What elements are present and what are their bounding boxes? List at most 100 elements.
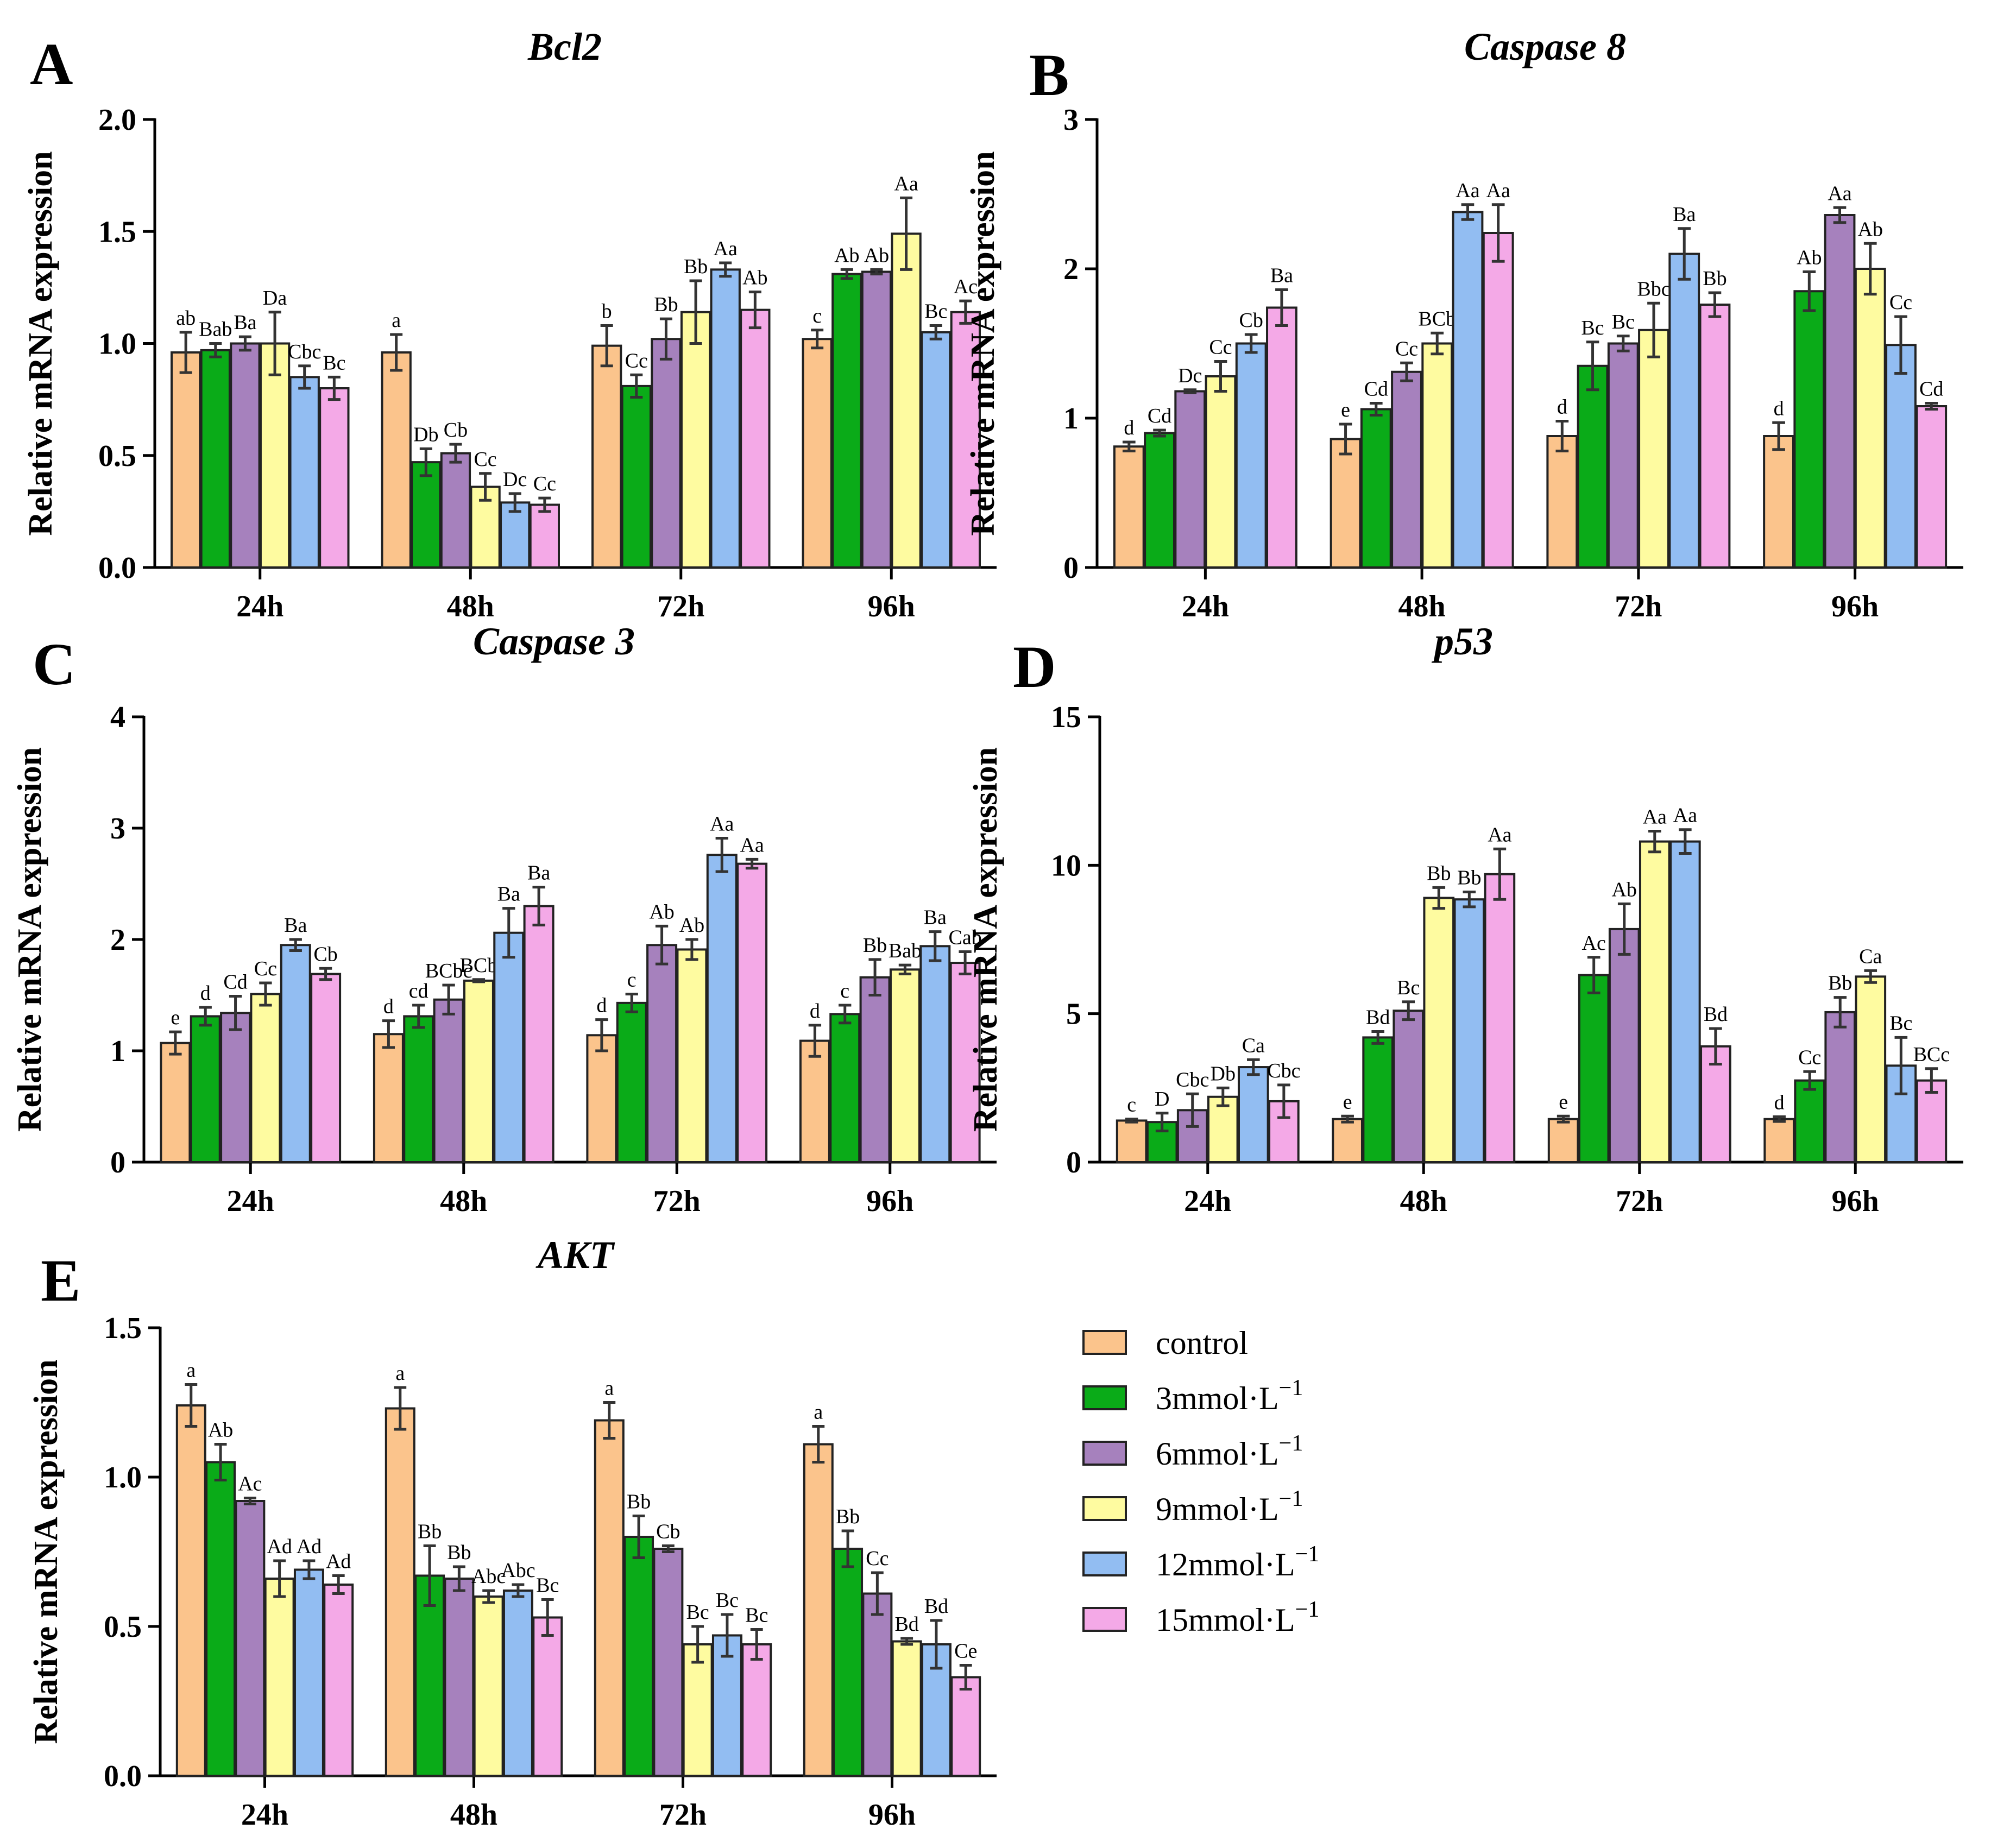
error-bar: [327, 375, 341, 401]
bar: [414, 1574, 445, 1777]
significance-label: Bb: [863, 934, 887, 957]
significance-label: Bb: [836, 1505, 860, 1528]
significance-label: b: [602, 300, 612, 323]
error-bar: [689, 279, 702, 345]
bar: [403, 1015, 434, 1163]
significance-label: Ab: [742, 267, 767, 289]
bar: [411, 461, 442, 569]
legend-label-superscript: −1: [1279, 1376, 1303, 1401]
y-tick-label: 3: [110, 812, 125, 846]
significance-label: a: [395, 1362, 405, 1385]
significance-label: Da: [263, 287, 287, 310]
error-bar: [959, 1664, 972, 1691]
bar: [433, 998, 464, 1163]
bar: [319, 387, 350, 569]
error-bar: [209, 342, 222, 358]
error-bar: [812, 1425, 825, 1464]
error-bar: [502, 907, 515, 959]
error-bar: [1557, 1114, 1570, 1124]
legend-item: 12mmol·L−1: [1082, 1542, 1319, 1582]
error-bar: [1402, 1000, 1415, 1021]
significance-label: e: [171, 1006, 180, 1029]
error-bar: [748, 291, 761, 330]
bar: [833, 1548, 864, 1777]
y-axis-label: Relative mRNA expression: [967, 747, 1004, 1132]
error-bar: [959, 299, 972, 325]
error-bar: [1463, 891, 1476, 909]
error-bar: [691, 1625, 704, 1664]
chart-title: Bcl2: [527, 25, 602, 68]
significance-label: e: [1343, 1090, 1352, 1113]
y-tick-label: 1.5: [98, 215, 136, 249]
error-bar: [482, 1589, 495, 1604]
significance-label: Bd: [1704, 1003, 1728, 1026]
bar: [646, 944, 678, 1163]
y-tick-label: 0.0: [98, 551, 136, 585]
x-tick-label: 96h: [866, 1184, 913, 1218]
legend-swatch: [1082, 1496, 1127, 1521]
bar: [190, 1015, 221, 1163]
significance-label: Abc: [501, 1559, 535, 1582]
legend-label: control: [1156, 1325, 1248, 1361]
bar: [175, 1404, 206, 1777]
error-bar: [179, 331, 192, 374]
error-bar: [625, 992, 638, 1013]
significance-label: Bb: [418, 1521, 442, 1543]
x-tick-label: 48h: [1398, 590, 1446, 623]
error-bar: [750, 1628, 763, 1661]
significance-label: Bb: [654, 293, 678, 316]
significance-label: Ab: [649, 900, 674, 923]
bar: [463, 979, 494, 1163]
error-bar: [199, 1006, 212, 1027]
bar: [1669, 840, 1701, 1163]
bar: [1546, 435, 1578, 569]
significance-label: Ac: [1582, 932, 1606, 955]
error-bar: [715, 836, 728, 873]
error-bar: [508, 492, 521, 513]
bar: [802, 338, 833, 569]
significance-label: Bc: [323, 351, 345, 374]
significance-label: Ad: [267, 1535, 292, 1558]
bar: [1207, 1095, 1239, 1163]
chart-panel-a: A Bcl2 Relative mRNA expression 0.0 0.5 1.0 1.…: [22, 25, 997, 623]
x-tick-label: 48h: [450, 1798, 497, 1832]
error-bar: [1709, 1027, 1722, 1066]
error-bar: [870, 268, 883, 276]
bar: [1824, 1011, 1856, 1164]
significance-label: Bbc: [1637, 277, 1670, 300]
error-bar: [541, 1598, 554, 1637]
bar: [532, 1616, 563, 1777]
bar: [891, 1640, 922, 1777]
bar: [1482, 232, 1514, 569]
error-bar: [1491, 203, 1505, 263]
error-bar: [1773, 1115, 1786, 1123]
significance-label: a: [186, 1359, 196, 1382]
significance-label: Bb: [1703, 267, 1727, 290]
panel-letter: D: [1013, 634, 1056, 700]
bar: [205, 1461, 236, 1777]
significance-label: Cd: [223, 971, 247, 994]
error-bar: [959, 950, 972, 976]
bar: [736, 862, 768, 1163]
bar: [250, 993, 281, 1163]
significance-label: Ba: [924, 906, 947, 929]
error-bar: [929, 930, 942, 962]
significance-label: c: [840, 980, 849, 1002]
significance-label: Bd: [1366, 1006, 1390, 1029]
significance-label: Ba: [234, 311, 256, 334]
significance-label: Bc: [1581, 317, 1604, 339]
x-tick-label: 48h: [1400, 1184, 1447, 1218]
significance-label: Cb: [1239, 309, 1263, 332]
legend-item: 3mmol·L−1: [1082, 1376, 1303, 1416]
chart-title: Caspase 8: [1464, 25, 1626, 68]
y-tick-label: 0: [1066, 1146, 1081, 1180]
significance-label: d: [383, 995, 394, 1018]
y-tick-label: 3: [1063, 103, 1079, 137]
error-bar: [868, 958, 881, 996]
error-bar: [1894, 1036, 1908, 1095]
significance-label: Ce: [954, 1640, 977, 1663]
y-axis-label: Relative mRNA expression: [28, 1359, 65, 1744]
chart-title: AKT: [535, 1233, 615, 1277]
significance-label: Cbc: [1176, 1068, 1209, 1091]
error-bar: [1925, 402, 1938, 411]
